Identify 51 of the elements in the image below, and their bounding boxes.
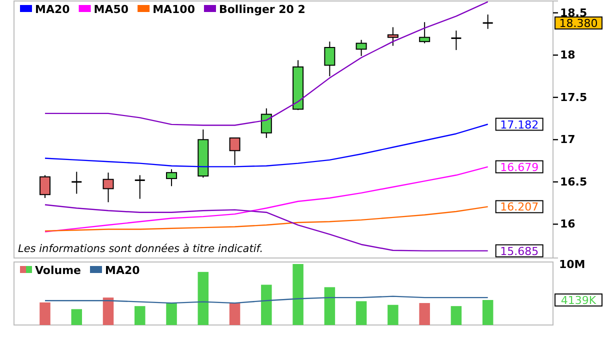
legend-label: MA20 bbox=[105, 264, 140, 277]
candlestick bbox=[419, 22, 430, 44]
bar bbox=[261, 284, 272, 325]
y-tick-label: 18 bbox=[560, 48, 576, 62]
candlestick bbox=[482, 14, 494, 30]
bar bbox=[450, 306, 462, 325]
bar bbox=[134, 306, 146, 325]
data-label: 17.182 bbox=[500, 118, 539, 132]
candlestick bbox=[450, 30, 462, 51]
legend-label: Volume bbox=[35, 264, 81, 277]
y-tick-label: 16.5 bbox=[560, 175, 588, 188]
candlestick bbox=[166, 168, 178, 187]
data-label: 15.685 bbox=[500, 244, 539, 258]
line-series bbox=[44, 206, 488, 232]
bar bbox=[482, 300, 494, 325]
legend-label: MA100 bbox=[152, 3, 196, 16]
bar bbox=[198, 272, 209, 325]
candlestick bbox=[324, 41, 336, 77]
y-tick-label: 17.5 bbox=[560, 90, 588, 104]
line-series bbox=[44, 124, 488, 168]
candlestick bbox=[40, 174, 50, 198]
bar bbox=[292, 264, 304, 325]
legend-label: MA50 bbox=[94, 3, 129, 16]
y-tick-label: 17 bbox=[560, 133, 576, 146]
bar bbox=[324, 287, 336, 325]
candlestick bbox=[387, 26, 398, 46]
candlestick bbox=[229, 137, 240, 166]
bar bbox=[229, 303, 240, 325]
bar bbox=[102, 298, 114, 325]
data-label: 16.207 bbox=[500, 200, 539, 214]
candlestick bbox=[260, 108, 272, 138]
candlestick bbox=[356, 39, 367, 56]
text: 10M bbox=[559, 258, 586, 271]
candlestick bbox=[102, 172, 114, 203]
legend-label: MA20 bbox=[35, 3, 70, 16]
legend-label: Bollinger 20 2 bbox=[218, 3, 306, 16]
bar bbox=[40, 302, 50, 325]
text: 4139K bbox=[560, 294, 597, 307]
line-series bbox=[44, 166, 488, 232]
text: 18.380 bbox=[559, 16, 598, 30]
y-tick-label: 18.5 bbox=[560, 6, 588, 20]
candlestick bbox=[70, 171, 82, 194]
annotation: Les informations sont données à titre indicatif. bbox=[18, 243, 264, 255]
candlestick bbox=[134, 174, 146, 200]
data-label: 16.679 bbox=[500, 160, 539, 174]
y-tick-label: 16 bbox=[560, 218, 576, 231]
bar bbox=[356, 301, 367, 325]
bar bbox=[419, 303, 430, 325]
bar bbox=[388, 304, 398, 325]
bar bbox=[166, 303, 177, 325]
bar bbox=[71, 309, 82, 325]
